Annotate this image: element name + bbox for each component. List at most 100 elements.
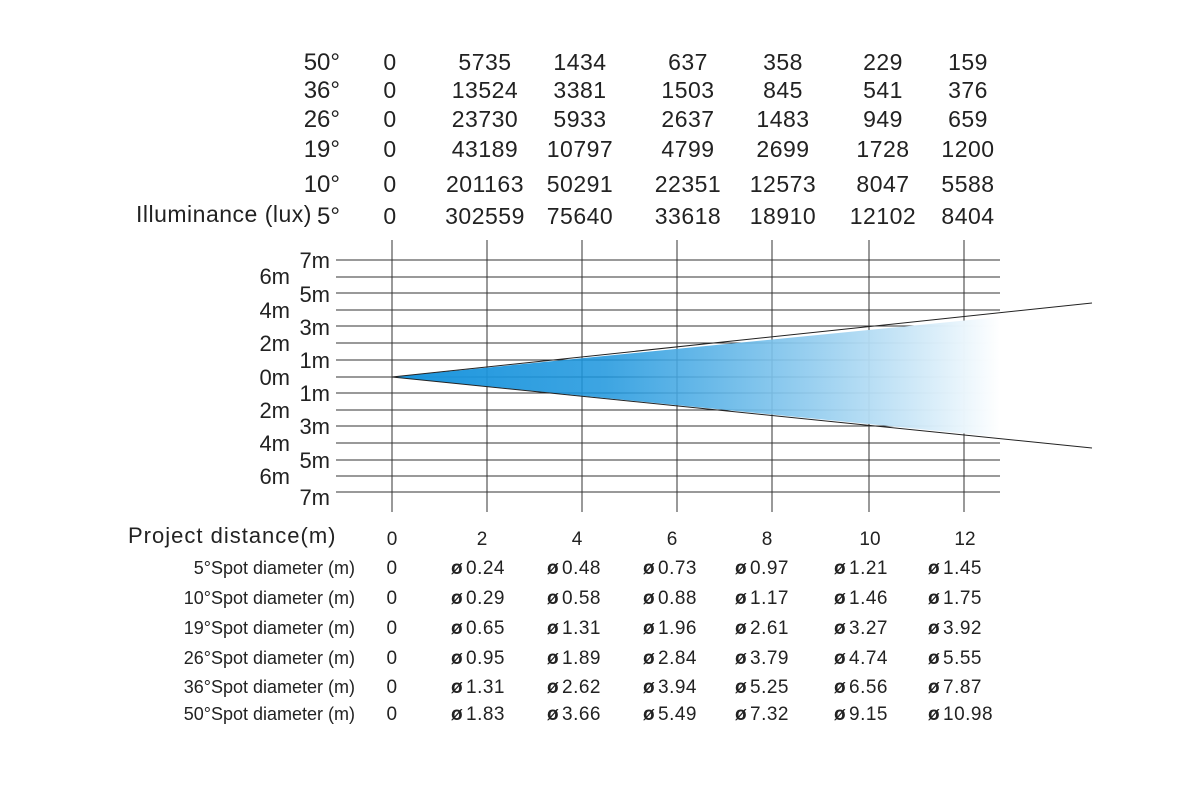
project-distance-row: Project distance(m) 0 2 4 6 8 10 12 bbox=[128, 523, 976, 550]
spot-diameter-value: 3.92 bbox=[943, 618, 982, 639]
illuminance-label: Illuminance (lux) bbox=[136, 201, 312, 227]
spot-diameter-label: 19°Spot diameter (m) bbox=[184, 618, 355, 638]
diameter-symbol-icon: ø bbox=[643, 648, 655, 669]
illuminance-value: 2637 bbox=[661, 106, 714, 132]
illuminance-value: 1503 bbox=[661, 77, 714, 103]
illuminance-value: 0 bbox=[383, 106, 396, 132]
scale-label-even: 4m bbox=[259, 298, 290, 323]
illuminance-value: 376 bbox=[948, 77, 988, 103]
spot-diameter-value: 0.95 bbox=[466, 648, 505, 669]
illuminance-value: 159 bbox=[948, 49, 988, 75]
illuminance-value: 358 bbox=[763, 49, 803, 75]
spot-diameter-value: 1.75 bbox=[943, 588, 982, 609]
illuminance-value: 75640 bbox=[547, 203, 613, 229]
illuminance-angle: 26° bbox=[304, 106, 340, 133]
illuminance-value: 229 bbox=[863, 49, 903, 75]
illuminance-table: Illuminance (lux) 50° 0 5735 1434 637 358 229 1… bbox=[136, 49, 994, 230]
diameter-symbol-icon: ø bbox=[547, 588, 559, 609]
beam-edge-lower bbox=[391, 376, 1093, 449]
spot-diameter-value: 5.49 bbox=[658, 704, 697, 725]
spot-diameter-label: 5°Spot diameter (m) bbox=[194, 558, 355, 578]
diameter-symbol-icon: ø bbox=[834, 588, 846, 609]
spot-diameter-value: 1.96 bbox=[658, 618, 697, 639]
spot-diameter-value: 5.55 bbox=[943, 648, 982, 669]
spot-diameter-value: 1.31 bbox=[466, 677, 505, 698]
beam-edge-upper bbox=[391, 302, 1093, 378]
spot-diameter-label: 10°Spot diameter (m) bbox=[184, 588, 355, 608]
diameter-symbol-icon: ø bbox=[928, 677, 940, 698]
diameter-symbol-icon: ø bbox=[643, 588, 655, 609]
illuminance-value: 637 bbox=[668, 49, 708, 75]
illuminance-value: 1434 bbox=[553, 49, 606, 75]
diameter-symbol-icon: ø bbox=[547, 677, 559, 698]
illuminance-value: 3381 bbox=[553, 77, 606, 103]
illuminance-value: 0 bbox=[383, 171, 396, 197]
spot-diameter-value: 0.88 bbox=[658, 588, 697, 609]
spot-diameter-value: 3.94 bbox=[658, 677, 697, 698]
scale-label-odd: 7m bbox=[299, 248, 330, 273]
spot-diameter-value: 3.27 bbox=[849, 618, 888, 639]
scale-label-odd: 3m bbox=[299, 414, 330, 439]
illuminance-value: 18910 bbox=[750, 203, 816, 229]
spot-diameter-value: 3.66 bbox=[562, 704, 601, 725]
illuminance-value: 541 bbox=[863, 77, 903, 103]
diameter-symbol-icon: ø bbox=[834, 704, 846, 725]
spot-diameter-value: 3.79 bbox=[750, 648, 789, 669]
spot-diameter-value: 6.56 bbox=[849, 677, 888, 698]
diameter-symbol-icon: ø bbox=[735, 648, 747, 669]
illuminance-value: 659 bbox=[948, 106, 988, 132]
illuminance-value: 22351 bbox=[655, 171, 721, 197]
illuminance-value: 0 bbox=[383, 77, 396, 103]
beam-fill bbox=[392, 317, 1000, 437]
diameter-symbol-icon: ø bbox=[451, 618, 463, 639]
diameter-symbol-icon: ø bbox=[834, 618, 846, 639]
illuminance-value: 949 bbox=[863, 106, 903, 132]
spot-diameter-value: 0.65 bbox=[466, 618, 505, 639]
project-distance-value: 10 bbox=[859, 529, 880, 550]
illuminance-value: 1200 bbox=[941, 136, 994, 162]
spot-diameter-value: 1.17 bbox=[750, 588, 789, 609]
illuminance-value: 4799 bbox=[661, 136, 714, 162]
spot-diameter-label: 26°Spot diameter (m) bbox=[184, 648, 355, 668]
diameter-symbol-icon: ø bbox=[547, 648, 559, 669]
illuminance-value: 0 bbox=[383, 203, 396, 229]
illuminance-value: 13524 bbox=[452, 77, 518, 103]
spot-diameter-zero: 0 bbox=[386, 704, 397, 725]
diameter-symbol-icon: ø bbox=[928, 648, 940, 669]
diameter-symbol-icon: ø bbox=[735, 704, 747, 725]
spot-diameter-value: 0.48 bbox=[562, 558, 601, 579]
spot-diameter-value: 2.62 bbox=[562, 677, 601, 698]
illuminance-value: 43189 bbox=[452, 136, 518, 162]
illuminance-value: 0 bbox=[383, 136, 396, 162]
spot-diameter-value: 7.32 bbox=[750, 704, 789, 725]
diameter-symbol-icon: ø bbox=[643, 558, 655, 579]
illuminance-value: 0 bbox=[383, 49, 396, 75]
spot-diameter-zero: 0 bbox=[386, 588, 397, 609]
diameter-symbol-icon: ø bbox=[735, 677, 747, 698]
scale-label-even: 2m bbox=[259, 331, 290, 356]
diameter-symbol-icon: ø bbox=[735, 558, 747, 579]
illuminance-value: 1483 bbox=[756, 106, 809, 132]
diameter-symbol-icon: ø bbox=[451, 677, 463, 698]
spot-diameter-value: 1.31 bbox=[562, 618, 601, 639]
scale-label-even: 6m bbox=[259, 264, 290, 289]
illuminance-value: 5735 bbox=[458, 49, 511, 75]
scale-label-odd: 3m bbox=[299, 315, 330, 340]
diameter-symbol-icon: ø bbox=[928, 618, 940, 639]
spot-diameter-value: 0.58 bbox=[562, 588, 601, 609]
project-distance-value: 8 bbox=[762, 529, 773, 550]
scale-label-odd: 5m bbox=[299, 282, 330, 307]
illuminance-angle: 19° bbox=[304, 136, 340, 163]
diameter-symbol-icon: ø bbox=[928, 558, 940, 579]
project-distance-value: 2 bbox=[477, 529, 488, 550]
diameter-symbol-icon: ø bbox=[735, 588, 747, 609]
spot-diameter-value: 0.24 bbox=[466, 558, 505, 579]
diameter-symbol-icon: ø bbox=[547, 558, 559, 579]
illuminance-value: 2699 bbox=[756, 136, 809, 162]
illuminance-value: 8047 bbox=[856, 171, 909, 197]
illuminance-value: 8404 bbox=[941, 203, 994, 229]
diameter-symbol-icon: ø bbox=[547, 704, 559, 725]
scale-label-odd: 7m bbox=[299, 485, 330, 510]
project-distance-value: 6 bbox=[667, 529, 678, 550]
spot-diameter-value: 1.21 bbox=[849, 558, 888, 579]
